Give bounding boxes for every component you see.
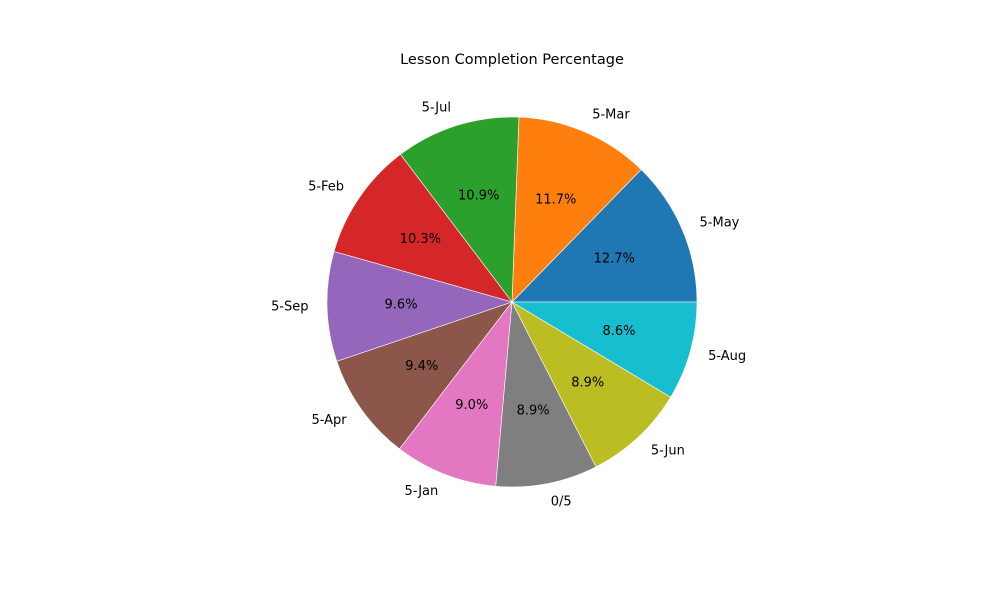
slice-label: 5-Apr	[311, 413, 347, 428]
pie-slice	[511, 116, 642, 303]
slice-label: 5-Sep	[271, 300, 308, 315]
pie-slice	[511, 301, 672, 468]
percentage-label: 9.0%	[455, 398, 488, 413]
percentage-label: 11.7%	[535, 192, 576, 207]
slice-label: 5-May	[700, 215, 740, 230]
percentage-label: 8.9%	[517, 403, 550, 418]
slice-label: 5-Feb	[308, 180, 344, 195]
pie-slice	[511, 169, 698, 303]
pie-slice	[333, 153, 513, 303]
percentage-labels: 12.7% 11.7% 10.9% 10.3% 9.6% 9.4% 9.0% 8.9% 8.9%…	[385, 189, 636, 419]
percentage-label: 9.4%	[405, 359, 438, 374]
percentage-label: 8.9%	[571, 376, 604, 391]
slice-label: 5-Mar	[592, 107, 630, 122]
percentage-label: 12.7%	[594, 251, 635, 266]
chart-title: Lesson Completion Percentage	[400, 52, 624, 68]
percentage-label: 9.6%	[385, 297, 418, 312]
pie-slices	[326, 116, 698, 488]
slice-label: 5-Jan	[405, 484, 439, 499]
slice-labels: 5-May 5-Mar 5-Jul 5-Feb 5-Sep 5-Apr 5-Jan 0/5 5-…	[271, 100, 746, 509]
percentage-label: 10.3%	[400, 232, 441, 247]
pie-slice	[336, 301, 513, 450]
slice-label: 5-Jul	[422, 100, 451, 115]
pie-slice	[400, 116, 520, 303]
percentage-label: 8.6%	[602, 324, 635, 339]
pie-slice	[495, 300, 597, 488]
pie-slice	[510, 301, 698, 398]
slice-label: 0/5	[551, 494, 572, 509]
slice-label: 5-Jun	[651, 443, 685, 458]
pie-slice	[326, 251, 514, 362]
percentage-label: 10.9%	[458, 189, 499, 204]
pie-slice	[399, 300, 513, 487]
slice-label: 5-Aug	[708, 349, 746, 364]
